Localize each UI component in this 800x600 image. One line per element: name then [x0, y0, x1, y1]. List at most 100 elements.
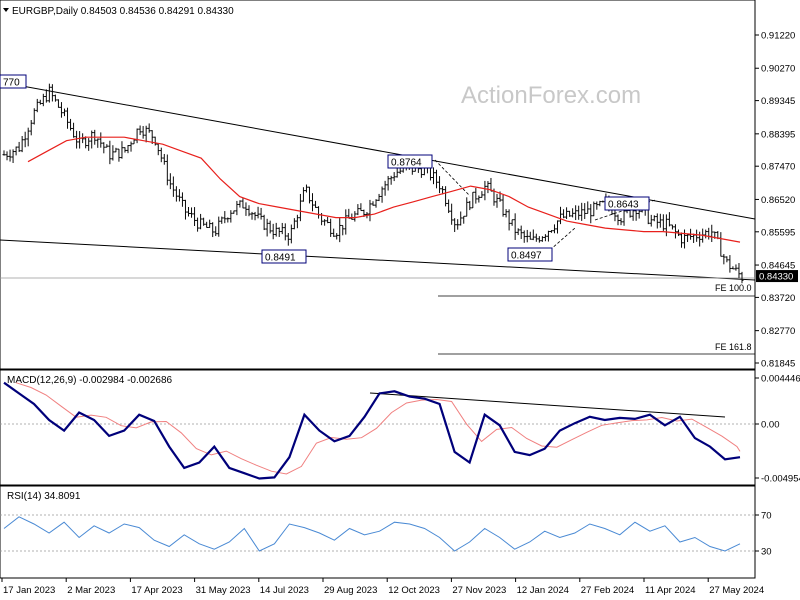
ohlc-bar — [335, 233, 339, 240]
ohlc-bar — [543, 234, 547, 242]
price-header: EURGBP,Daily 0.84503 0.84536 0.84291 0.8… — [3, 6, 234, 17]
ohlc-bar — [707, 227, 711, 240]
ohlc-bar — [683, 229, 687, 249]
date-tick-label: 29 Aug 2023 — [324, 585, 377, 596]
ohlc-bar — [105, 144, 109, 148]
ohlc-bar — [171, 176, 175, 197]
ohlc-bar — [444, 186, 448, 207]
date-tick-label: 27 Nov 2023 — [452, 585, 506, 596]
ohlc-bar — [286, 233, 290, 246]
ohlc-bar — [35, 98, 39, 113]
ohlc-bar — [205, 221, 209, 228]
dashed-swing-1 — [434, 159, 471, 197]
ohlc-bar — [574, 205, 578, 221]
ohlc-bar — [193, 207, 197, 226]
price-bars — [2, 83, 744, 284]
macd-tick-label: -0.004954 — [761, 474, 800, 485]
ohlc-bar — [304, 184, 308, 193]
ohlc-bar — [474, 187, 478, 204]
price-tick-label: 0.81845 — [761, 359, 795, 370]
svg-text:0.8764: 0.8764 — [391, 158, 422, 169]
ohlc-bar — [69, 118, 73, 131]
ohlc-bar — [719, 232, 723, 257]
ohlc-bar — [519, 225, 523, 239]
ohlc-bar — [438, 176, 442, 194]
ohlc-bar — [108, 140, 112, 165]
ohlc-bar — [359, 203, 363, 212]
ohlc-bar — [26, 127, 30, 147]
current-price-tag — [756, 270, 798, 283]
ohlc-bar — [223, 211, 227, 224]
ohlc-bar — [32, 108, 36, 125]
ohlc-bar — [477, 195, 481, 203]
rsi-header-text: RSI(14) 34.8091 — [7, 491, 81, 502]
ohlc-bar — [704, 229, 708, 239]
ohlc-bar — [120, 141, 124, 159]
ohlc-bar — [453, 218, 457, 233]
ohlc-bar — [398, 167, 402, 174]
price-y-axis: 0.91220 0.90270 0.89345 0.88395 0.87470 0.865… — [755, 31, 798, 370]
ohlc-bar — [486, 181, 490, 194]
ohlc-bar — [274, 222, 278, 237]
ohlc-bar — [41, 93, 45, 107]
date-tick-label: 27 Feb 2024 — [581, 585, 634, 596]
dashed-swing-2 — [549, 227, 576, 251]
ohlc-bar — [132, 138, 136, 145]
price-annotation: 0.8643 — [604, 196, 650, 211]
ohlc-bar — [435, 169, 439, 189]
ohlc-bar — [317, 206, 321, 219]
ohlc-bar — [634, 209, 638, 221]
ohlc-bar — [680, 232, 684, 248]
price-tick-label: 0.90270 — [761, 64, 795, 75]
ohlc-bar — [84, 136, 88, 149]
ohlc-bar — [214, 226, 218, 237]
ohlc-bar — [111, 145, 115, 161]
price-panel-frame — [0, 0, 756, 370]
ohlc-bar — [150, 130, 154, 144]
collapse-arrow-icon[interactable] — [3, 8, 9, 12]
ohlc-bar — [156, 143, 160, 156]
ohlc-bar — [595, 201, 599, 210]
ohlc-bar — [229, 210, 233, 223]
ohlc-bar — [53, 94, 57, 102]
ohlc-bar — [17, 141, 21, 152]
ohlc-bar — [546, 230, 550, 242]
ohlc-bar — [462, 215, 466, 224]
ohlc-bar — [250, 211, 254, 220]
ohlc-bar — [265, 218, 269, 237]
ohlc-bar — [50, 84, 54, 102]
ohlc-bar — [11, 149, 15, 164]
ohlc-bar — [731, 266, 735, 270]
ohlc-bar — [87, 138, 91, 151]
price-tick-label: 0.83720 — [761, 293, 795, 304]
ohlc-bar — [144, 125, 148, 143]
ohlc-bar — [528, 231, 532, 240]
price-tick-label: 0.82770 — [761, 326, 795, 337]
fib-label: FE 161.8 — [715, 342, 752, 352]
ohlc-bar — [341, 224, 345, 236]
ohlc-bar — [332, 228, 336, 237]
ohlc-bar — [562, 209, 566, 219]
ohlc-bar — [72, 122, 76, 138]
ohlc-bar — [283, 223, 287, 241]
ohlc-bar — [392, 172, 396, 182]
ohlc-bar — [301, 187, 305, 202]
ohlc-bar — [583, 203, 587, 220]
price-annotation: 0.8764 — [387, 154, 433, 169]
ohlc-bar — [262, 214, 266, 231]
macd-y-axis: 0.004446 0.00 -0.004954 — [755, 374, 800, 485]
macd-panel-frame — [0, 369, 756, 486]
ohlc-bar — [314, 200, 318, 208]
ohlc-bar — [2, 150, 6, 156]
date-tick-label: 27 May 2024 — [709, 585, 764, 596]
svg-text:0.8497: 0.8497 — [511, 251, 542, 262]
ohlc-bar — [661, 214, 665, 231]
ohlc-bar — [117, 148, 121, 162]
macd-tick-label: 0.00 — [761, 420, 780, 431]
ohlc-bar — [504, 209, 508, 218]
ohlc-bar — [289, 224, 293, 244]
ohlc-bar — [326, 217, 330, 224]
ohlc-bar — [244, 202, 248, 216]
ohlc-bar — [141, 126, 145, 139]
date-tick-label: 17 Apr 2023 — [131, 585, 182, 596]
